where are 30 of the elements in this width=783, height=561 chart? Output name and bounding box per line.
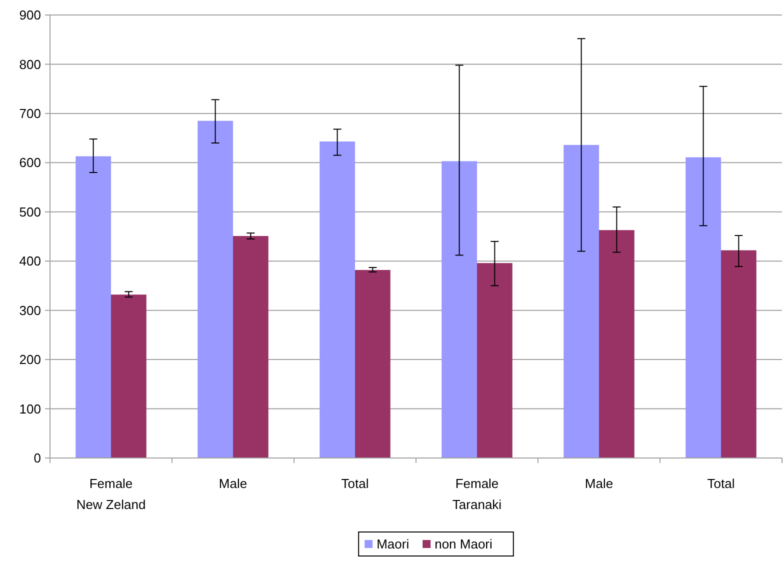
x-tick-label: Male (218, 476, 248, 491)
y-tick-label: 500 (19, 204, 41, 220)
bar (233, 236, 268, 458)
bar (477, 263, 512, 458)
bar (686, 157, 721, 458)
x-tick-label: Female Taranaki (452, 476, 502, 512)
bar (599, 230, 634, 458)
bar (442, 161, 477, 458)
y-tick-label: 600 (19, 155, 41, 170)
x-tick-label: Male (584, 476, 614, 491)
x-tick-label: Total (341, 476, 369, 491)
y-tick-label: 100 (19, 401, 41, 416)
y-tick-label: 800 (19, 56, 41, 72)
x-tick-label: Female New Zeland (76, 476, 146, 512)
x-tick-label: Total (707, 476, 735, 491)
bar (111, 294, 146, 458)
y-tick-label: 400 (19, 254, 41, 269)
bar (320, 142, 355, 458)
y-tick-label: 300 (19, 302, 41, 318)
y-tick-label: 900 (19, 8, 41, 23)
y-tick-label: 0 (34, 450, 41, 466)
bar (721, 250, 756, 458)
legend-label: Maori (376, 536, 410, 552)
bar (198, 120, 233, 458)
y-tick-label: 200 (19, 352, 41, 368)
bar (564, 144, 599, 458)
legend-label: non Maori (434, 536, 493, 552)
y-tick-label: 700 (19, 106, 41, 121)
bar (76, 156, 111, 458)
bar (355, 270, 390, 458)
